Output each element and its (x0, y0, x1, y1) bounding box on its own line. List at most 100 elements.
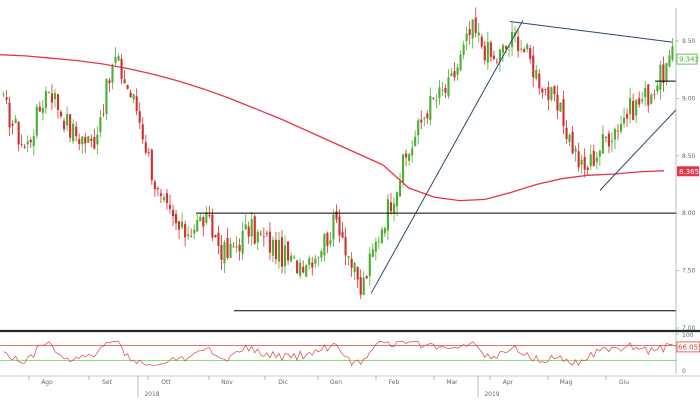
candle-body (504, 46, 508, 49)
candle-body (314, 258, 317, 264)
candle-body (398, 180, 402, 197)
x-tick-label: Giu (619, 379, 629, 386)
candle-body (23, 146, 26, 148)
candle-body (547, 87, 550, 101)
candle-body (220, 244, 223, 260)
candle-body (356, 266, 359, 280)
downtrend-line (509, 20, 673, 43)
candle-body (226, 237, 229, 258)
candle-body (459, 54, 462, 71)
candle-body (138, 111, 141, 123)
candle-body (320, 251, 323, 258)
candle-body (66, 114, 69, 126)
candle-body (586, 167, 589, 171)
ma-value-label: 8.3651 (679, 168, 700, 176)
candle-body (262, 236, 265, 238)
candle-body (190, 236, 193, 237)
candle-body (574, 148, 577, 152)
candle-body (299, 262, 302, 276)
candle-body (120, 58, 123, 80)
x-tick-label: Feb (389, 379, 400, 386)
candle-body (353, 263, 356, 273)
candle-body (305, 265, 308, 277)
candle-body (56, 94, 60, 110)
candle-body (471, 19, 474, 39)
x-tick-label: Ago (41, 379, 53, 386)
candle-body (408, 154, 411, 161)
candle-body (411, 148, 414, 156)
candle-body (359, 277, 362, 295)
candle-body (47, 91, 50, 93)
candle-body (402, 154, 405, 183)
candle-body (317, 257, 320, 259)
candles-layer (2, 7, 674, 300)
candle-body (238, 244, 241, 252)
candle-body (395, 192, 399, 207)
candle-body (232, 246, 235, 248)
candle-body (14, 118, 17, 124)
candle-body (81, 136, 84, 145)
candle-body (332, 214, 335, 240)
x-tick-label: Gen (330, 379, 342, 386)
candle-body (498, 49, 502, 62)
candle-body (426, 113, 429, 119)
candle-body (447, 77, 450, 97)
candle-body (392, 203, 396, 213)
candle-body (453, 71, 456, 78)
candle-body (29, 139, 32, 143)
axis-layer: 9.50 9.00 8.50 8.00 7.50 7.00 9.342 8.3651 Ago Se… (0, 8, 700, 398)
candle-body (380, 229, 383, 244)
candle-body (662, 64, 665, 83)
recent-uptrend-line (599, 109, 677, 191)
candle-body (438, 87, 441, 99)
candle-body (181, 221, 184, 228)
candle-body (184, 224, 187, 238)
candle-body (286, 241, 290, 261)
candle-body (150, 149, 153, 181)
candle-body (468, 29, 471, 36)
candle-body (659, 64, 662, 90)
candle-body (456, 67, 459, 75)
candle-body (335, 211, 338, 220)
candle-body (193, 229, 196, 234)
candle-body (308, 258, 311, 265)
candle-body (153, 181, 156, 190)
candle-body (532, 55, 535, 78)
candle-body (69, 114, 72, 138)
candle-body (8, 102, 11, 128)
candle-body (429, 95, 432, 121)
x-tick-label: Apr (503, 379, 514, 386)
candle-body (347, 256, 350, 259)
candle-body (156, 187, 159, 190)
candle-body (108, 80, 111, 84)
candle-body (420, 119, 423, 123)
candle-body (72, 123, 75, 142)
candle-body (268, 231, 271, 253)
candle-body (50, 93, 54, 103)
candle-body (562, 99, 565, 127)
candle-body (501, 45, 505, 53)
candle-body (450, 73, 453, 76)
candle-body (217, 232, 220, 246)
candle-body (135, 96, 138, 111)
candle-body (323, 233, 326, 256)
candle-body (344, 237, 347, 256)
candle-body (571, 131, 574, 154)
candle-body (601, 134, 604, 154)
candle-body (368, 253, 371, 276)
candle-body (604, 137, 607, 138)
candle-body (5, 97, 8, 100)
candle-body (126, 85, 129, 89)
candle-body (256, 231, 259, 243)
candle-body (553, 86, 556, 95)
candle-body (486, 41, 489, 63)
candle-body (550, 87, 553, 100)
candle-body (265, 233, 268, 235)
candle-body (241, 230, 244, 254)
candle-body (480, 36, 483, 47)
x-tick-label: Mag (560, 379, 573, 386)
candle-body (147, 152, 150, 153)
x-tick-label: Ott (161, 379, 171, 386)
candle-body (144, 142, 147, 153)
